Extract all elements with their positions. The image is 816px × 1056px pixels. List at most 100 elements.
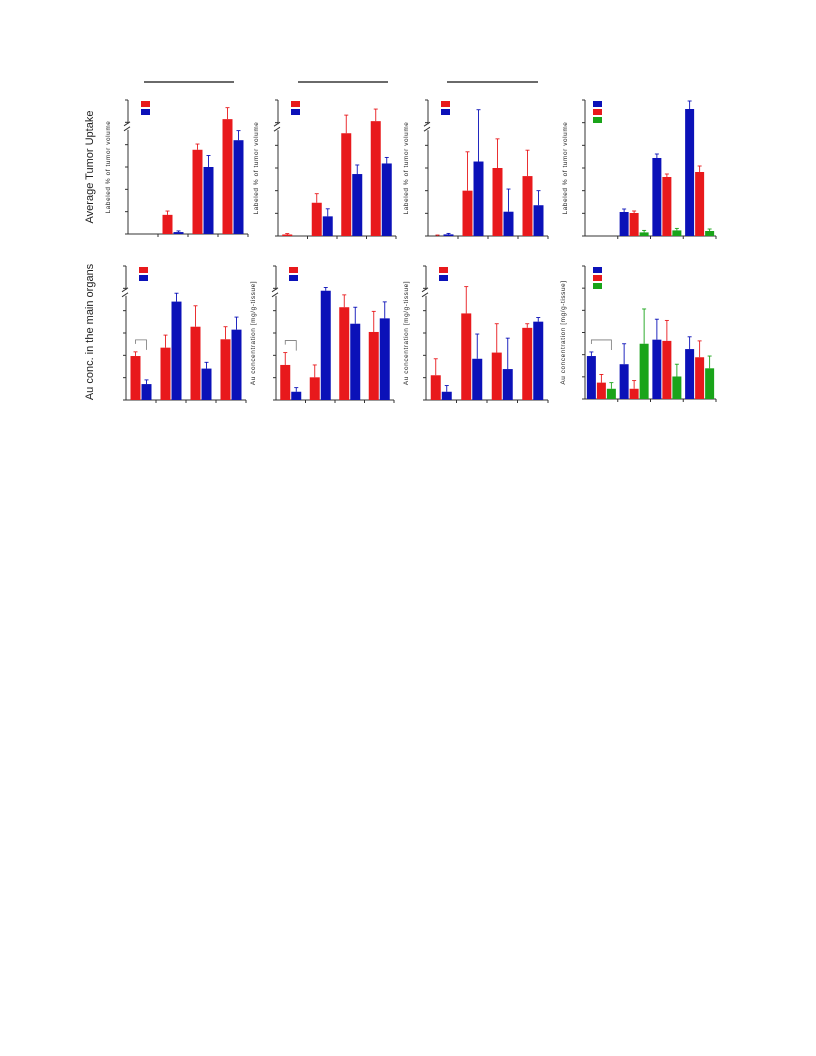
y-axis-label: Labeled % of tumor volume — [105, 121, 112, 214]
bar-blue — [231, 329, 242, 400]
axis-break-mark — [273, 126, 281, 132]
bar-blue — [652, 158, 662, 236]
axis-break-mark — [421, 287, 429, 293]
bar-red — [160, 347, 171, 400]
bar-red — [430, 375, 441, 400]
bar-green — [705, 368, 715, 399]
axis-break-mark — [423, 126, 431, 132]
y-axis-label: Au concentration [mg/g-tissue] — [250, 281, 257, 385]
panels-group: Labeled % of tumor volume Labeled % of tu… — [105, 99, 717, 403]
bar-blue — [652, 339, 662, 399]
bar-blue — [443, 234, 454, 236]
bar-green — [672, 376, 682, 399]
bar-blue — [685, 109, 695, 236]
bar-blue — [619, 212, 629, 236]
bar-red — [522, 176, 533, 236]
bar-blue — [233, 140, 244, 234]
axis-break-mask — [122, 289, 130, 296]
axis-break-mark — [121, 287, 129, 293]
legend-swatch-blue — [291, 109, 300, 115]
panel-1-2: Labeled % of tumor volume — [253, 99, 397, 239]
bar-blue — [533, 205, 544, 236]
bar-red — [220, 339, 231, 400]
legend-swatch-blue — [439, 275, 448, 281]
bar-red — [662, 340, 672, 399]
legend-swatch-red — [289, 267, 298, 273]
legend-swatch-green — [593, 283, 602, 289]
significance-bracket — [284, 340, 297, 351]
axis-break-mark — [271, 287, 279, 293]
axis-break-mark — [273, 121, 281, 127]
legend-swatch-red — [291, 101, 300, 107]
axis-break-mask — [124, 123, 132, 130]
panel-2-3: Au concentration [mg/g-tissue] — [403, 265, 549, 403]
panel-2-4: Au concentration [mg/g-tissue] — [560, 265, 717, 402]
bar-blue — [441, 391, 452, 400]
bar-blue — [586, 356, 596, 399]
panel-1-3: Labeled % of tumor volume — [403, 99, 549, 239]
legend-swatch-red — [439, 267, 448, 273]
bar-red — [222, 119, 233, 234]
axis-break-mask — [272, 289, 280, 296]
legend-swatch-blue — [593, 267, 602, 273]
bar-blue — [350, 323, 361, 400]
y-axis-label: Au concentration [mg/g-tissue] — [403, 281, 410, 385]
legend-swatch-blue — [139, 275, 148, 281]
bar-blue — [502, 369, 513, 400]
bar-red — [596, 382, 606, 399]
bar-red — [370, 121, 381, 236]
legend-swatch-blue — [441, 109, 450, 115]
y-axis-label: Labeled % of tumor volume — [253, 122, 260, 215]
bar-red — [695, 172, 705, 236]
bar-red — [162, 214, 173, 234]
bar-blue — [533, 321, 544, 400]
bar-red — [339, 307, 350, 400]
legend-swatch-red — [441, 101, 450, 107]
bar-blue — [203, 167, 214, 234]
bar-blue — [379, 318, 390, 400]
bar-red — [629, 388, 639, 399]
axis-break-mark — [121, 292, 129, 298]
bar-green — [639, 232, 649, 236]
axis-break-mask — [422, 289, 430, 296]
legend-swatch-red — [593, 109, 602, 115]
significance-bracket — [590, 339, 612, 350]
legend-swatch-red — [139, 267, 148, 273]
bar-red — [491, 352, 502, 400]
bar-blue — [619, 364, 629, 399]
bar-red — [522, 327, 533, 400]
bar-blue — [291, 391, 302, 400]
bar-red — [280, 364, 291, 400]
bar-blue — [503, 211, 514, 236]
y-axis-label: Labeled % of tumor volume — [403, 122, 410, 215]
legend-swatch-blue — [593, 101, 602, 107]
bar-blue — [173, 232, 184, 234]
bar-red — [662, 177, 672, 236]
axis-break-mark — [423, 121, 431, 127]
bar-blue — [322, 216, 333, 236]
bar-blue — [473, 161, 484, 236]
bar-red — [629, 213, 639, 236]
bar-green — [672, 230, 682, 236]
panel-2-2: Au concentration [mg/g-tissue] — [250, 265, 395, 403]
axis-break-mark — [123, 121, 131, 127]
legend-swatch-blue — [141, 109, 150, 115]
bar-red — [309, 377, 320, 400]
legend-swatch-blue — [289, 275, 298, 281]
row-label-organ-au: Au conc. in the main organs — [84, 263, 96, 400]
significance-bracket — [135, 339, 147, 350]
y-axis-label: Labeled % of tumor volume — [562, 122, 569, 215]
legend-swatch-red — [141, 101, 150, 107]
legend-swatch-red — [593, 275, 602, 281]
bar-blue — [381, 163, 392, 236]
bar-green — [705, 231, 715, 236]
axis-break-mark — [421, 292, 429, 298]
bar-red — [341, 133, 352, 236]
panel-1-1: Labeled % of tumor volume — [105, 99, 249, 237]
bar-blue — [472, 358, 483, 400]
bar-green — [639, 343, 649, 399]
legend-swatch-green — [593, 117, 602, 123]
bar-blue — [352, 174, 363, 236]
y-axis-label: Au concentration [mg/g-tissue] — [560, 280, 567, 384]
